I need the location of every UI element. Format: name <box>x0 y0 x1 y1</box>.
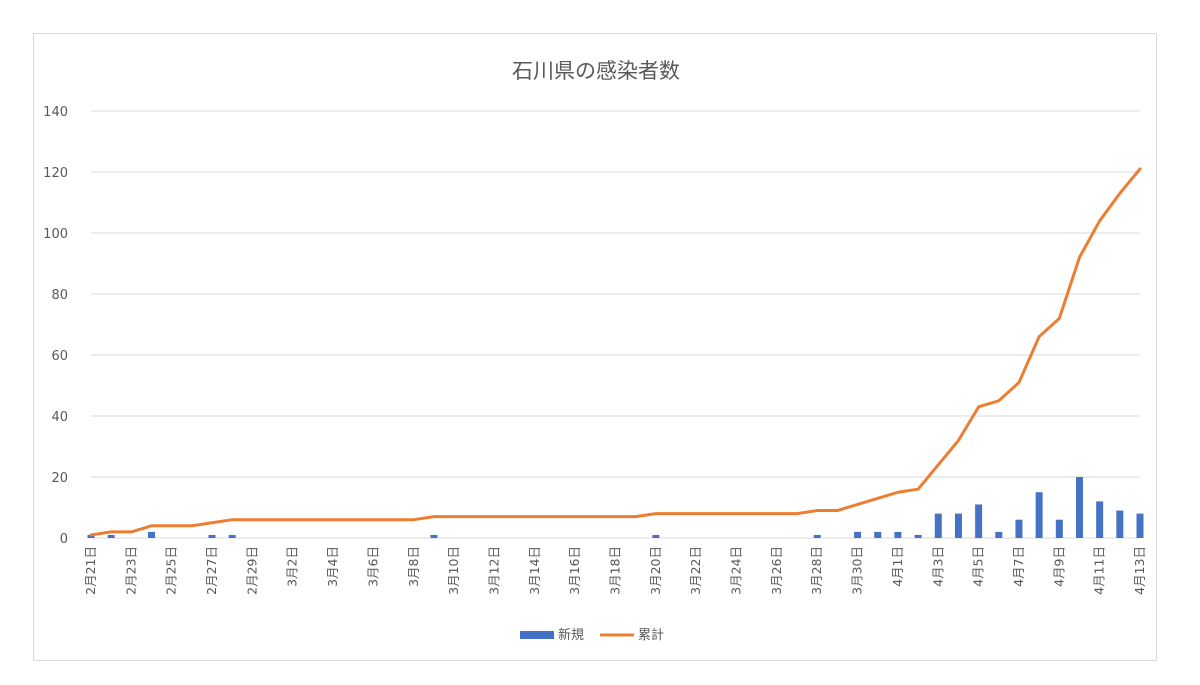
x-tick-label: 4月3日 <box>930 546 945 587</box>
bar-4月12日 <box>1116 510 1124 538</box>
legend-item-新規: 新規 <box>520 627 584 643</box>
bar-3月30日 <box>854 531 862 538</box>
x-tick-label: 4月11日 <box>1092 546 1107 595</box>
bar-4月8日 <box>1035 492 1043 538</box>
chart-frame: 石川県の感染者数 0 20 40 60 80 100 120 140 2月21日 2月23日 2月… <box>33 33 1157 661</box>
x-tick-label: 3月16日 <box>567 546 582 595</box>
y-tick-label: 140 <box>43 105 68 120</box>
x-tick-label: 4月9日 <box>1051 546 1066 587</box>
legend-label-新規: 新規 <box>558 627 584 643</box>
x-tick-label: 3月18日 <box>608 546 623 595</box>
x-tick-label: 3月20日 <box>648 546 663 595</box>
bar-4月1日 <box>894 531 902 538</box>
bar-4月6日 <box>995 531 1003 538</box>
y-tick-label: 20 <box>51 471 68 486</box>
bar-4月3日 <box>934 513 942 538</box>
y-tick-label: 60 <box>51 349 68 364</box>
bar-4月11日 <box>1096 501 1104 538</box>
x-tick-label: 3月12日 <box>486 546 501 595</box>
line-series-累計 <box>89 167 1142 537</box>
bar-3月28日 <box>813 534 821 538</box>
bar-4月13日 <box>1136 513 1144 538</box>
bar-series-新規 <box>87 477 1144 538</box>
x-tick-label: 3月26日 <box>769 546 784 595</box>
x-tick-label: 3月30日 <box>850 546 865 595</box>
bar-2月27日 <box>208 534 216 538</box>
bar-2月22日 <box>107 534 115 538</box>
legend: 新規 累計 <box>520 627 664 643</box>
x-tick-label: 4月1日 <box>890 546 905 587</box>
x-tick-label: 2月25日 <box>164 546 179 595</box>
x-tick-label: 3月2日 <box>285 546 300 587</box>
x-axis: 2月21日 2月23日 2月25日 2月27日 2月29日 3月2日 3月4日 3月6日 3月8… <box>83 546 1147 595</box>
x-tick-label: 2月29日 <box>244 546 259 595</box>
x-tick-label: 3月24日 <box>729 546 744 595</box>
line-path-累計 <box>89 167 1142 537</box>
x-tick-label: 3月28日 <box>809 546 824 595</box>
y-axis: 0 20 40 60 80 100 120 140 <box>43 105 68 547</box>
x-tick-label: 4月13日 <box>1132 546 1147 595</box>
legend-item-累計: 累計 <box>600 627 664 643</box>
x-tick-label: 3月22日 <box>688 546 703 595</box>
y-tick-label: 120 <box>43 166 68 181</box>
bar-4月4日 <box>954 513 962 538</box>
x-tick-label: 3月8日 <box>406 546 421 587</box>
x-tick-label: 2月21日 <box>83 546 98 595</box>
y-tick-label: 40 <box>51 410 68 425</box>
bar-2月28日 <box>228 534 236 538</box>
bar-4月9日 <box>1055 519 1063 538</box>
x-tick-label: 4月5日 <box>971 546 986 587</box>
bar-4月7日 <box>1015 519 1023 538</box>
x-tick-label: 4月7日 <box>1011 546 1026 587</box>
bar-4月10日 <box>1075 477 1083 538</box>
x-tick-label: 3月6日 <box>365 546 380 587</box>
bar-3月31日 <box>874 531 882 538</box>
legend-label-累計: 累計 <box>638 627 664 643</box>
chart-title: 石川県の感染者数 <box>512 59 680 83</box>
x-tick-label: 2月23日 <box>123 546 138 595</box>
bar-3月20日 <box>652 534 660 538</box>
legend-swatch-新規 <box>520 631 554 639</box>
gridlines <box>91 110 1140 539</box>
x-tick-label: 3月10日 <box>446 546 461 595</box>
x-tick-label: 3月14日 <box>527 546 542 595</box>
y-tick-label: 0 <box>60 532 68 547</box>
x-tick-label: 2月27日 <box>204 546 219 595</box>
x-tick-label: 3月4日 <box>325 546 340 587</box>
bar-4月2日 <box>914 534 922 538</box>
y-tick-label: 80 <box>51 288 68 303</box>
bar-3月9日 <box>430 534 438 538</box>
bar-2月21日 <box>87 534 95 538</box>
y-tick-label: 100 <box>43 227 68 242</box>
bar-2月24日 <box>148 531 156 538</box>
bar-4月5日 <box>975 504 983 538</box>
